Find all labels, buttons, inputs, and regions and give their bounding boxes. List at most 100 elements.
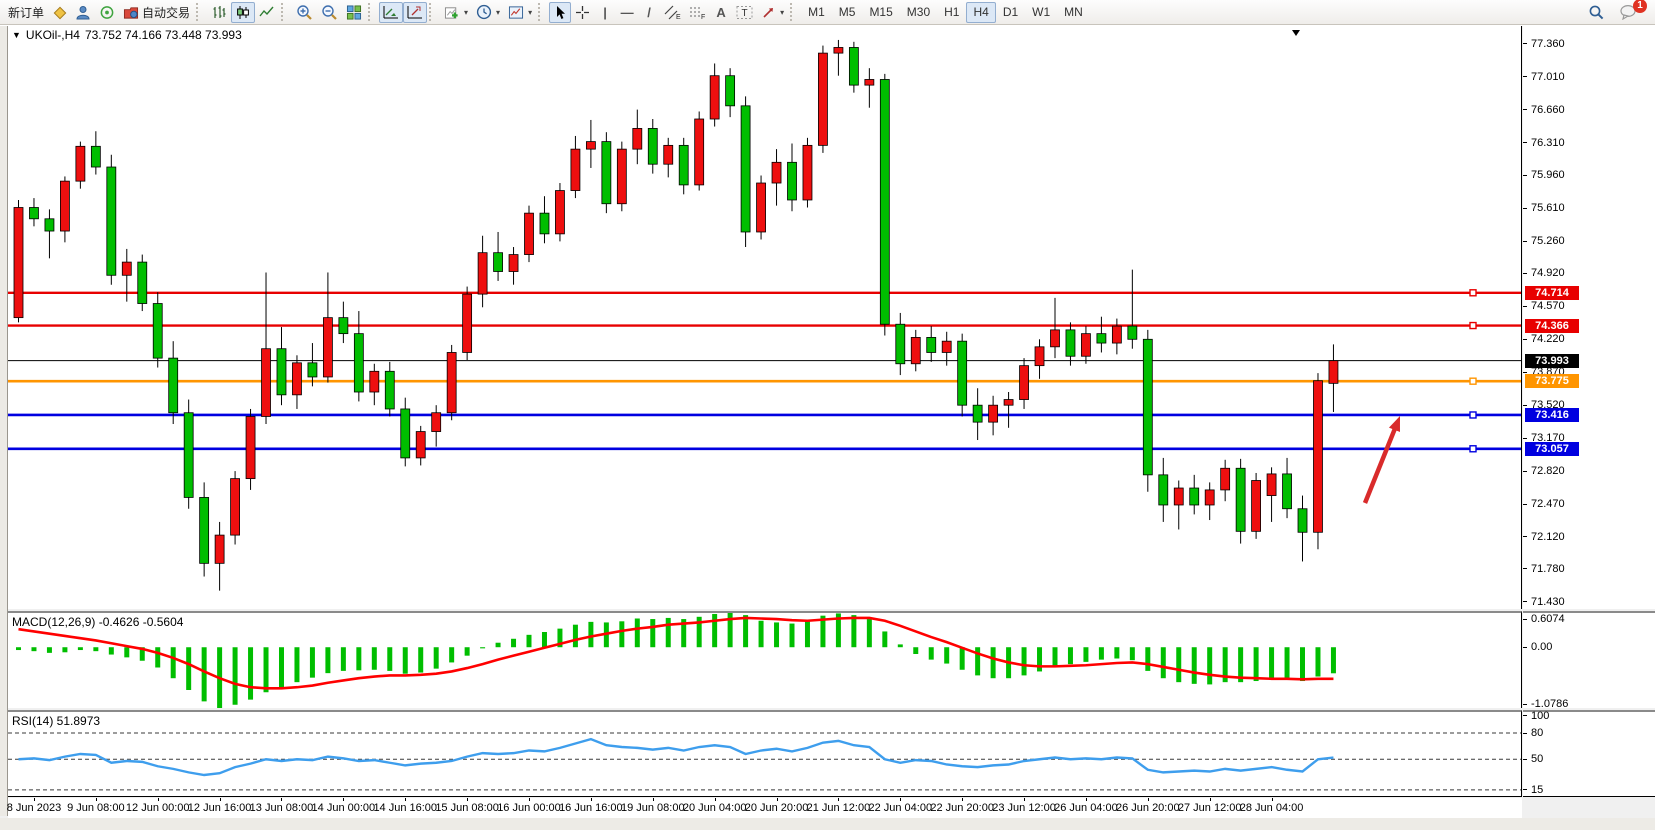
notifications-button[interactable]: 1 bbox=[1615, 0, 1647, 23]
template-icon bbox=[509, 5, 524, 19]
axis-tick-mark bbox=[1523, 715, 1527, 716]
arrows-icon bbox=[763, 7, 774, 18]
time-axis-label: 26 Jun 04:00 bbox=[1054, 802, 1118, 814]
zoom-in-button[interactable] bbox=[292, 2, 317, 23]
cursor-tool-button[interactable] bbox=[549, 1, 572, 23]
timeframe-button-w1[interactable]: W1 bbox=[1032, 5, 1051, 19]
macd-axis[interactable]: 0.6074 0.00 -1.0786 bbox=[1523, 611, 1655, 710]
candle-bullish bbox=[245, 416, 256, 480]
price-tick-label: 75.610 bbox=[1531, 202, 1565, 215]
price-tick-label: 74.570 bbox=[1531, 300, 1565, 313]
axis-tick-mark bbox=[1523, 142, 1527, 144]
main-chart-panel[interactable]: ▼ UKOil-,H4 73.752 74.166 73.448 73.993 bbox=[8, 26, 1522, 609]
price-axis[interactable]: 77.360 77.010 76.660 76.310 75.960 75.610 75.2… bbox=[1523, 26, 1655, 609]
line-chart-mode-button[interactable] bbox=[255, 2, 279, 23]
candle-bullish bbox=[524, 212, 534, 255]
timeframe-button-m15[interactable]: M15 bbox=[869, 5, 893, 19]
axis-tick-mark bbox=[1523, 109, 1527, 111]
search-button[interactable] bbox=[1584, 2, 1609, 23]
time-axis[interactable]: 8 Jun 2023 9 Jun 08:00 12 Jun 00:00 12 Jun … bbox=[7, 798, 1522, 818]
annotation-arrow[interactable] bbox=[1362, 424, 1399, 504]
time-tick-mark bbox=[1271, 798, 1273, 801]
macd-panel[interactable]: MACD(12,26,9) -0.4626 -0.5604 bbox=[8, 611, 1522, 708]
level-price-tag: 73.416 bbox=[1525, 407, 1579, 422]
fibonacci-tool-button[interactable]: F bbox=[685, 2, 710, 23]
candle-bullish bbox=[292, 362, 302, 396]
arrows-tool-button[interactable]: ▾ bbox=[757, 2, 788, 23]
timeframe-button-h1[interactable]: H1 bbox=[944, 5, 960, 19]
timeframe-button-d1[interactable]: D1 bbox=[1002, 5, 1019, 19]
signal-button[interactable] bbox=[95, 2, 119, 23]
candlestick-mode-button[interactable] bbox=[231, 1, 256, 23]
candle-bearish bbox=[152, 303, 163, 359]
time-axis-label: 14 Jun 00:00 bbox=[311, 802, 376, 814]
candle-bearish bbox=[678, 144, 689, 186]
toolbar-grip bbox=[281, 3, 288, 21]
price-tick-label: 77.010 bbox=[1531, 70, 1565, 83]
zoom-out-button[interactable] bbox=[317, 2, 342, 23]
line-handle[interactable] bbox=[1469, 411, 1477, 419]
timeframe-button-m5[interactable]: M5 bbox=[838, 5, 856, 19]
current-price-tag: 73.993 bbox=[1525, 353, 1579, 368]
tile-windows-button[interactable] bbox=[342, 2, 366, 23]
annotation-arrowhead[interactable] bbox=[1388, 416, 1400, 432]
text-icon: A bbox=[716, 4, 726, 20]
time-tick-mark bbox=[1085, 798, 1087, 801]
line-handle[interactable] bbox=[1469, 289, 1477, 297]
templates-button[interactable]: ▾ bbox=[504, 2, 536, 23]
time-axis-label: 16 Jun 00:00 bbox=[497, 802, 561, 814]
axis-tick-mark bbox=[1523, 240, 1527, 242]
timeframe-button-mn[interactable]: MN bbox=[1064, 5, 1083, 19]
toolbar: 新订单 自动交易 bbox=[0, 0, 1655, 25]
text-label-tool-button[interactable]: T bbox=[732, 2, 757, 23]
order-ticket-icon[interactable] bbox=[48, 2, 71, 23]
axis-tick-mark bbox=[1523, 338, 1527, 340]
chart-title-caret-icon[interactable]: ▼ bbox=[12, 30, 21, 40]
rsi-panel[interactable]: RSI(14) 51.8973 bbox=[8, 710, 1522, 797]
channel-tool-button[interactable]: E bbox=[660, 2, 685, 23]
rsi-axis[interactable]: 100 80 50 15 bbox=[1523, 710, 1655, 797]
macd-tick-label: 0.6074 bbox=[1531, 613, 1565, 625]
candle-bearish bbox=[44, 218, 55, 232]
candle-bullish bbox=[60, 180, 70, 232]
chart-shift-button[interactable] bbox=[403, 1, 428, 23]
candle-bearish bbox=[400, 408, 411, 459]
candle-bullish bbox=[771, 161, 782, 184]
trendline-tool-button[interactable]: / bbox=[638, 2, 660, 23]
toolbar-grip bbox=[368, 3, 375, 21]
time-tick-mark bbox=[838, 798, 840, 801]
line-handle[interactable] bbox=[1469, 321, 1477, 330]
time-axis-label: 27 Jun 12:00 bbox=[1177, 802, 1242, 814]
candle-bearish bbox=[895, 323, 906, 365]
auto-trading-label: 自动交易 bbox=[142, 5, 191, 20]
crosshair-tool-button[interactable] bbox=[571, 2, 594, 23]
time-axis-label: 20 Jun 20:00 bbox=[744, 802, 809, 814]
horizontal-line-tool-button[interactable]: — bbox=[616, 2, 638, 23]
axis-tick-mark bbox=[1523, 207, 1527, 209]
timeframe-button-m1[interactable]: M1 bbox=[808, 5, 825, 19]
vertical-line-tool-button[interactable]: | bbox=[594, 2, 616, 23]
candle-bearish bbox=[848, 47, 859, 86]
bar-chart-mode-button[interactable] bbox=[207, 2, 231, 23]
time-tick-mark bbox=[1209, 798, 1211, 801]
line-handle[interactable] bbox=[1469, 445, 1477, 453]
candle-bearish bbox=[879, 79, 890, 325]
line-handle[interactable] bbox=[1469, 377, 1477, 385]
rsi-tick-label: 100 bbox=[1531, 709, 1550, 722]
text-tool-button[interactable]: A bbox=[710, 2, 732, 23]
candle-bullish bbox=[1251, 480, 1261, 532]
time-tick-mark bbox=[281, 798, 283, 801]
axis-tick-mark bbox=[1523, 404, 1527, 406]
auto-trading-button[interactable]: 自动交易 bbox=[119, 2, 194, 23]
auto-scroll-button[interactable] bbox=[379, 1, 404, 23]
cursor-icon bbox=[557, 5, 566, 19]
zoom-in-icon bbox=[297, 5, 312, 20]
periods-button[interactable]: ▾ bbox=[472, 2, 504, 23]
indicators-button[interactable]: ▾ bbox=[440, 2, 472, 23]
candle-bullish bbox=[555, 190, 565, 235]
time-axis-label: 15 Jun 08:00 bbox=[435, 802, 499, 814]
timeframe-button-h4[interactable]: H4 bbox=[966, 1, 996, 23]
market-watch-button[interactable] bbox=[71, 2, 95, 23]
timeframe-button-m30[interactable]: M30 bbox=[906, 5, 931, 19]
new-order-button[interactable]: 新订单 bbox=[4, 2, 48, 23]
